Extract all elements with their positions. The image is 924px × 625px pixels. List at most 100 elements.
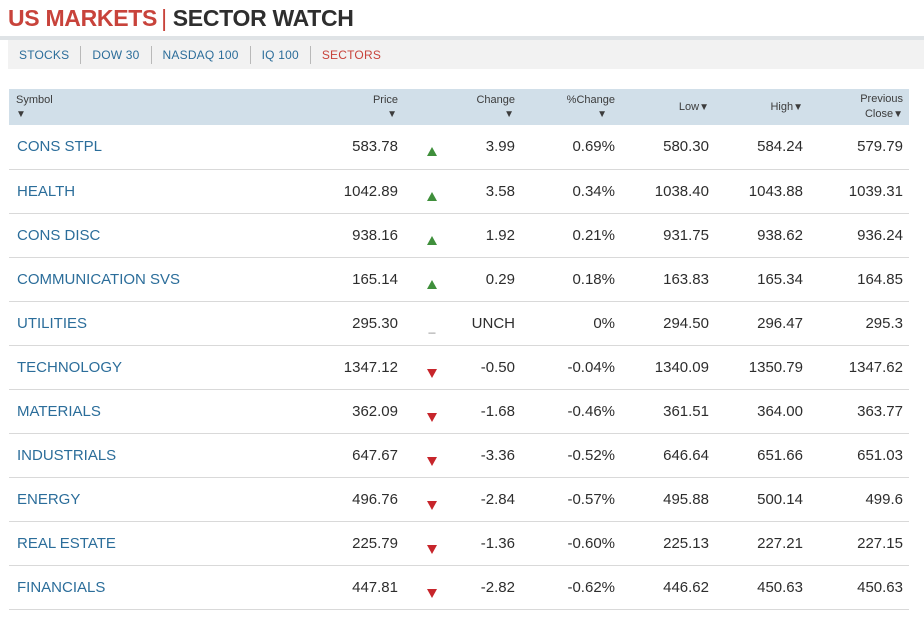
symbol-link[interactable]: HEALTH: [17, 182, 76, 200]
nav-dow-30[interactable]: DOW 30: [92, 47, 140, 62]
symbol-link[interactable]: REAL ESTATE: [17, 534, 116, 552]
cell-price: 496.76: [352, 490, 398, 508]
cell-high: 1350.79: [748, 358, 803, 376]
cell-price: 362.09: [352, 402, 398, 420]
cell-change: -3.36: [480, 446, 515, 464]
symbol-link[interactable]: TECHNOLOGY: [17, 358, 123, 376]
header-price-label: Price: [372, 94, 398, 106]
symbol-link[interactable]: UTILITIES: [17, 314, 88, 332]
cell-price: 647.67: [352, 446, 398, 464]
cell-symbol: COMMUNICATION SVS: [9, 257, 264, 301]
down-arrow-icon: [426, 500, 437, 510]
cell-previous-close: 164.85: [857, 270, 903, 288]
nav-divider: [249, 45, 251, 64]
cell-symbol: CONS STPL: [9, 125, 264, 169]
header-pct-change-label: %Change: [566, 94, 615, 106]
cell-pct-change: -0.62%: [567, 578, 615, 596]
header-price[interactable]: Price ▼: [264, 89, 404, 125]
header-pct-change[interactable]: %Change ▼: [521, 89, 621, 125]
cell-indicator: [404, 477, 459, 521]
cell-indicator: ---: [404, 301, 459, 345]
cell-symbol: TECHNOLOGY: [9, 345, 264, 389]
nav-divider: [150, 45, 152, 64]
sort-arrow-icon: ▼: [16, 109, 26, 120]
sort-arrow-icon: ▼: [793, 102, 803, 113]
table-row-utilities: UTILITIES 295.30 --- UNCH 0% 294.50 296.47 295.…: [9, 301, 909, 345]
cell-symbol: REAL ESTATE: [9, 521, 264, 565]
cell-pct-change: 0.69%: [572, 138, 615, 156]
up-arrow-icon: [426, 147, 437, 157]
down-arrow-icon: [426, 544, 437, 554]
symbol-link[interactable]: ENERGY: [17, 490, 81, 508]
header-high[interactable]: High▼: [715, 89, 809, 125]
nav-divider: [80, 45, 82, 64]
nav-nasdaq-100[interactable]: NASDAQ 100: [162, 47, 239, 62]
cell-indicator: [404, 521, 459, 565]
symbol-link[interactable]: MATERIALS: [17, 402, 101, 420]
table-row-cons-disc: CONS DISC 938.16 1.92 0.21% 931.75 938.62 936.…: [9, 213, 909, 257]
cell-low: 446.62: [663, 578, 709, 596]
cell-high: 1043.88: [748, 182, 803, 200]
cell-price: 938.16: [352, 226, 398, 244]
sort-arrow-icon: ▼: [504, 109, 514, 120]
cell-indicator: [404, 345, 459, 389]
cell-symbol: CONS DISC: [9, 213, 264, 257]
header-previous-close[interactable]: Previous Close▼: [809, 89, 909, 125]
table-row-communication-svs: COMMUNICATION SVS 165.14 0.29 0.18% 163.83 16…: [9, 257, 909, 301]
cell-low: 361.51: [663, 402, 709, 420]
symbol-link[interactable]: COMMUNICATION SVS: [17, 270, 181, 288]
sort-arrow-icon: ▼: [893, 109, 903, 120]
cell-price: 295.30: [352, 314, 398, 332]
table-row-industrials: INDUSTRIALS 647.67 -3.36 -0.52% 646.64 651.66…: [9, 433, 909, 477]
table-row-real-estate: REAL ESTATE 225.79 -1.36 -0.60% 225.13 227.21…: [9, 521, 909, 565]
symbol-link[interactable]: FINANCIALS: [17, 578, 106, 596]
cell-low: 580.30: [663, 138, 709, 156]
cell-pct-change: 0.18%: [572, 270, 615, 288]
table-row-health: HEALTH 1042.89 3.58 0.34% 1038.40 1043.88 1039…: [9, 169, 909, 213]
table-row-financials: FINANCIALS 447.81 -2.82 -0.62% 446.62 450.63 4…: [9, 565, 909, 609]
cell-indicator: [404, 565, 459, 609]
cell-indicator: [404, 433, 459, 477]
cell-pct-change: -0.52%: [567, 446, 615, 464]
unchanged-dash-icon: ---: [428, 327, 436, 339]
up-arrow-icon: [426, 279, 437, 289]
header-symbol[interactable]: Symbol ▼: [9, 89, 264, 125]
sort-arrow-icon: ▼: [699, 102, 709, 113]
cell-high: 938.62: [757, 226, 803, 244]
sort-arrow-icon: ▼: [387, 109, 397, 120]
cell-indicator: [404, 213, 459, 257]
nav-sectors[interactable]: SECTORS: [321, 47, 382, 62]
table-row-technology: TECHNOLOGY 1347.12 -0.50 -0.04% 1340.09 1350.…: [9, 345, 909, 389]
header-change-label: Change: [476, 94, 515, 106]
nav-iq-100[interactable]: IQ 100: [261, 47, 299, 62]
cell-high: 364.00: [757, 402, 803, 420]
title-sector-watch: SECTOR WATCH: [172, 5, 354, 31]
down-arrow-icon: [426, 588, 437, 598]
symbol-link[interactable]: CONS DISC: [17, 226, 101, 244]
cell-low: 1038.40: [654, 182, 709, 200]
cell-pct-change: 0.34%: [572, 182, 615, 200]
cell-change: 0.29: [485, 270, 515, 288]
nav-stocks[interactable]: STOCKS: [19, 47, 70, 62]
header-low[interactable]: Low▼: [621, 89, 715, 125]
cell-change: -0.50: [480, 358, 515, 376]
symbol-link[interactable]: CONS STPL: [17, 138, 103, 156]
cell-pct-change: -0.46%: [567, 402, 615, 420]
cell-previous-close: 579.79: [857, 138, 903, 156]
cell-previous-close: 295.3: [865, 314, 903, 332]
cell-high: 227.21: [757, 534, 803, 552]
header-change[interactable]: Change ▼: [459, 89, 521, 125]
header-close-label: Close: [864, 108, 894, 120]
cell-change: UNCH: [471, 314, 515, 332]
header-indicator: [404, 89, 459, 125]
cell-low: 931.75: [663, 226, 709, 244]
cell-low: 495.88: [663, 490, 709, 508]
cell-change: 3.58: [485, 182, 515, 200]
symbol-link[interactable]: INDUSTRIALS: [17, 446, 117, 464]
cell-price: 447.81: [352, 578, 398, 596]
cell-high: 296.47: [757, 314, 803, 332]
cell-indicator: [404, 169, 459, 213]
cell-change: 1.92: [485, 226, 515, 244]
cell-previous-close: 936.24: [857, 226, 903, 244]
cell-indicator: [404, 257, 459, 301]
